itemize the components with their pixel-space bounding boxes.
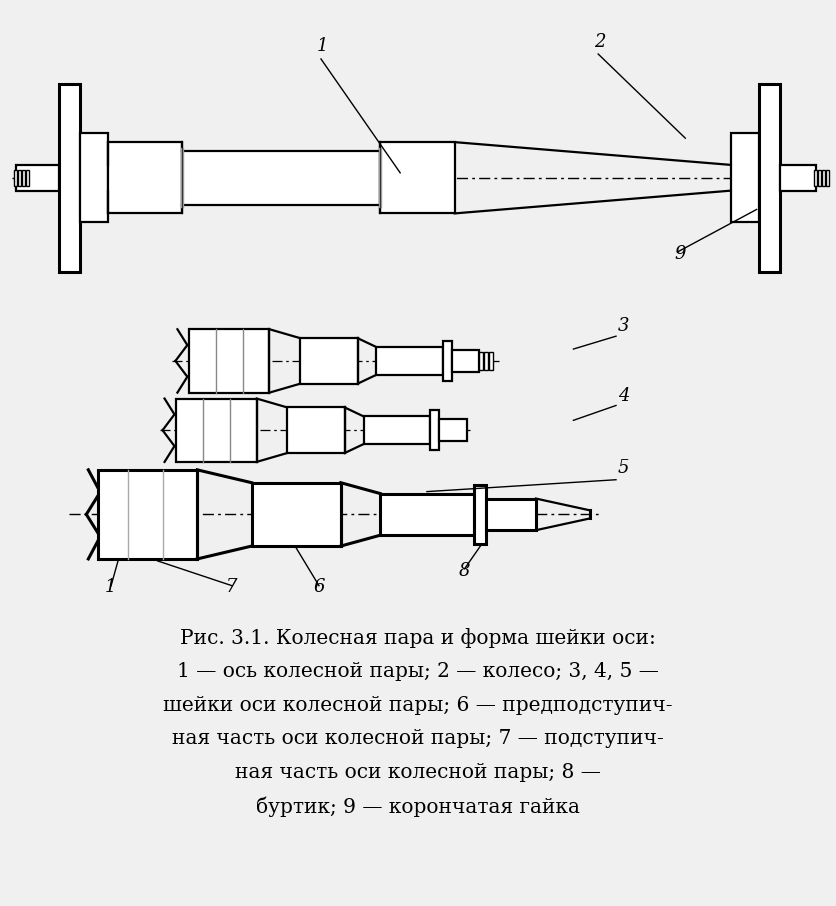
Bar (108, 142, 182, 214)
Bar (758, 83, 780, 272)
Text: 1 — ось колесной пары; 2 — колесо; 3, 4, 5 —: 1 — ось колесной пары; 2 — колесо; 3, 4,… (177, 662, 659, 681)
Text: шейки оси колесной пары; 6 — предподступич-: шейки оси колесной пары; 6 — предподступ… (163, 696, 673, 715)
Bar (14, 169, 17, 186)
Bar (26, 169, 29, 186)
Bar (176, 399, 257, 462)
Bar (489, 352, 493, 370)
Bar (18, 169, 21, 186)
Text: 3: 3 (618, 317, 630, 335)
Bar (16, 165, 59, 190)
Text: 5: 5 (618, 458, 630, 477)
Text: 2: 2 (594, 34, 606, 51)
Bar (288, 408, 344, 453)
Bar (818, 169, 821, 186)
Bar (443, 342, 451, 381)
Text: 9: 9 (675, 245, 686, 263)
Bar (731, 133, 758, 222)
Bar (364, 417, 430, 444)
Bar (98, 470, 197, 559)
Bar (479, 352, 483, 370)
Bar (780, 165, 816, 190)
Bar (59, 83, 80, 272)
Text: 8: 8 (459, 562, 470, 580)
Bar (826, 169, 828, 186)
Bar (80, 133, 108, 222)
Bar (451, 350, 479, 371)
Text: 1: 1 (105, 578, 117, 595)
Bar (22, 169, 25, 186)
Text: 1: 1 (317, 37, 329, 55)
Text: Рис. 3.1. Колесная пара и форма шейки оси:: Рис. 3.1. Колесная пара и форма шейки ос… (180, 628, 656, 648)
Text: 6: 6 (313, 578, 324, 595)
Bar (189, 329, 269, 392)
Bar (484, 352, 488, 370)
Bar (814, 169, 817, 186)
Text: ная часть оси колесной пары; 7 — подступич-: ная часть оси колесной пары; 7 — подступ… (172, 729, 664, 748)
Bar (376, 347, 443, 375)
Bar (430, 410, 439, 450)
Text: 4: 4 (618, 387, 630, 404)
Bar (252, 483, 341, 546)
Bar (380, 494, 475, 535)
Bar (487, 498, 536, 530)
Bar (182, 151, 380, 205)
Bar (475, 485, 487, 545)
Bar (822, 169, 825, 186)
Text: ная часть оси колесной пары; 8 —: ная часть оси колесной пары; 8 — (235, 763, 601, 782)
Bar (439, 419, 466, 441)
Text: буртик; 9 — корончатая гайка: буртик; 9 — корончатая гайка (256, 796, 580, 817)
Bar (300, 338, 358, 384)
Bar (380, 142, 455, 214)
Text: 7: 7 (226, 578, 237, 595)
